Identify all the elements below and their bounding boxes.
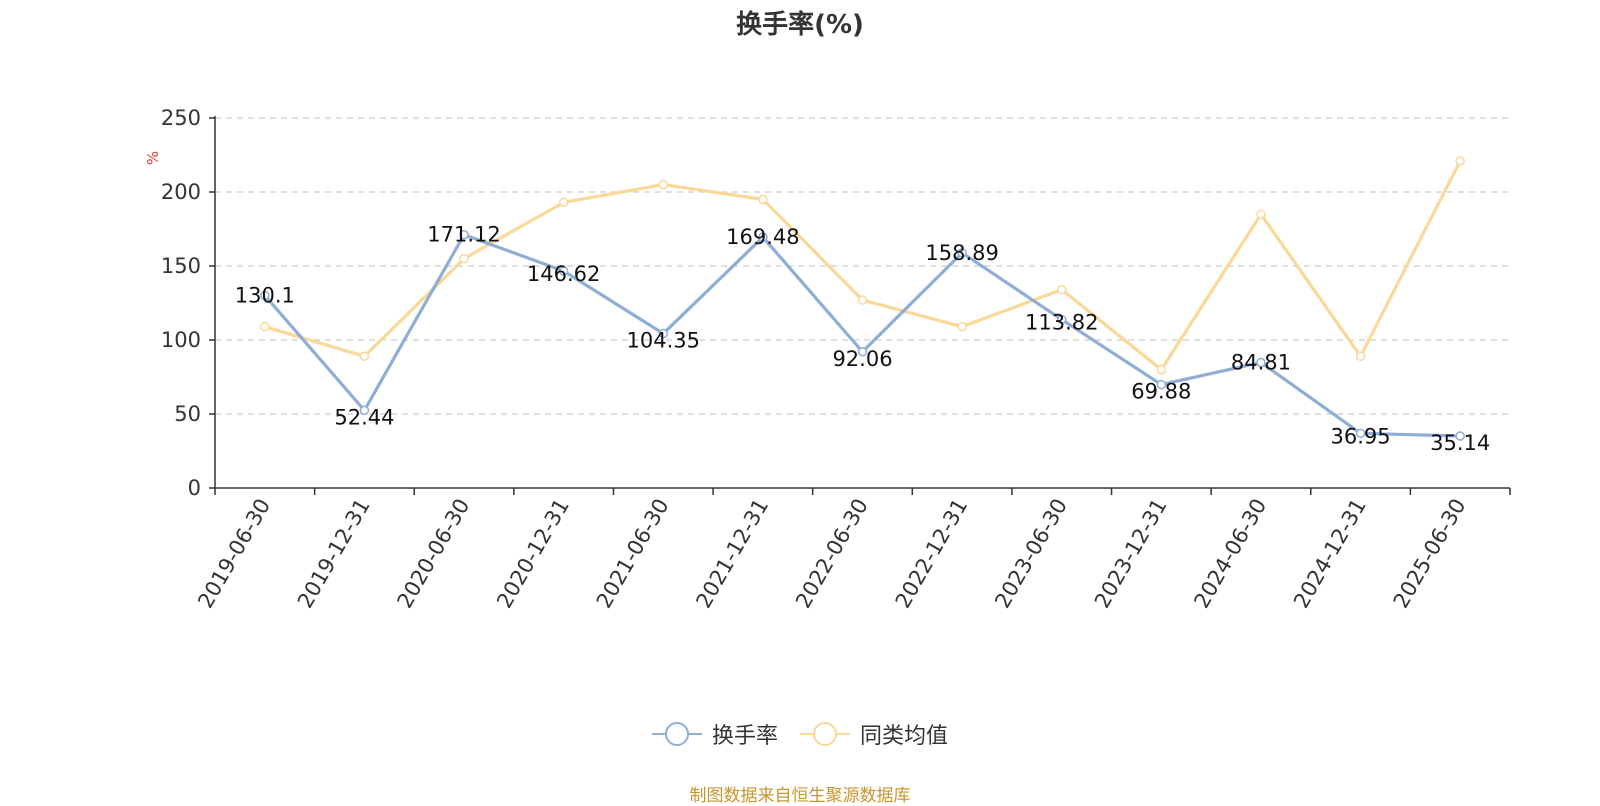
turnover-data-label: 69.88: [1131, 380, 1191, 404]
turnover-point: [1056, 314, 1067, 325]
data-source-note: 制图数据来自恒生聚源数据库: [689, 786, 911, 806]
turnover-data-label: 84.81: [1231, 350, 1291, 374]
peer-average-point: [1156, 364, 1167, 375]
legend-item-peer-average[interactable]: 同类均值: [800, 718, 948, 750]
x-tick-label: 2025-06-30: [1389, 495, 1471, 613]
turnover-point: [1156, 379, 1167, 390]
peer-average-series-line: [264, 160, 1462, 372]
turnover-data-label: 36.95: [1331, 424, 1391, 448]
peer-average-point: [1455, 156, 1465, 166]
legend-peer-average-symbol-icon: [800, 722, 850, 746]
legend-turnover-label: 换手率: [711, 724, 778, 749]
x-tick-label: 2024-12-31: [1289, 495, 1371, 613]
peer-average-point: [857, 295, 868, 305]
turnover-data-label: 146.62: [527, 262, 600, 286]
y-tick-label: 100: [161, 328, 201, 352]
y-tick-label: 50: [174, 402, 201, 426]
peer-average-point: [1355, 351, 1366, 362]
turnover-point: [260, 290, 270, 301]
turnover-data-label: 130.1: [235, 283, 295, 307]
y-tick-label: 0: [188, 476, 201, 500]
turnover-data-label: 35.14: [1430, 431, 1490, 455]
peer-average-point: [459, 253, 469, 264]
turnover-point: [857, 347, 868, 357]
turnover-point: [758, 232, 768, 242]
x-tick-label: 2020-06-30: [393, 495, 475, 613]
x-tick-label: 2022-12-31: [891, 495, 973, 613]
turnover-point: [1455, 431, 1465, 441]
legend-turnover-symbol-icon: [651, 722, 702, 746]
y-tick-label: 250: [161, 106, 201, 130]
x-tick-label: 2021-12-31: [691, 495, 773, 613]
turnover-series-line: [263, 233, 1461, 438]
turnover-point: [459, 229, 469, 240]
x-tick-label: 2021-06-30: [592, 495, 674, 613]
turnover-point: [1355, 428, 1366, 439]
x-tick-label: 2019-06-30: [193, 495, 275, 613]
peer-average-point: [260, 321, 270, 332]
peer-average-point: [658, 179, 669, 190]
x-tick-label: 2019-12-31: [293, 495, 375, 613]
peer-average-point: [957, 321, 967, 332]
x-tick-label: 2020-12-31: [492, 495, 574, 613]
turnover-data-label: 171.12: [427, 223, 500, 247]
turnover-data-label: 92.06: [832, 347, 892, 371]
turnover-data-label: 169.48: [726, 225, 799, 249]
turnover-point: [359, 405, 370, 416]
turnover-data-label: 158.89: [925, 241, 998, 265]
y-axis-label: %: [144, 151, 162, 165]
legend-item-turnover[interactable]: 换手率: [651, 718, 778, 750]
turnover-data-label: 52.44: [334, 405, 394, 429]
y-tick-label: 200: [161, 180, 201, 204]
turnover-point: [558, 266, 569, 276]
x-tick-label: 2023-06-30: [990, 495, 1072, 613]
turnover-data-label: 104.35: [627, 329, 700, 353]
turnover-point: [1256, 357, 1266, 368]
y-tick-label: 150: [161, 254, 201, 278]
turnover-data-label: 113.82: [1025, 311, 1098, 335]
legend-peer-average-label: 同类均值: [860, 724, 949, 749]
peer-average-point: [758, 194, 768, 205]
peer-average-point: [558, 197, 569, 208]
turnover-point: [658, 328, 669, 339]
x-tick-label: 2022-06-30: [791, 495, 873, 613]
peer-average-point: [1056, 284, 1067, 295]
x-tick-label: 2023-12-31: [1090, 495, 1172, 613]
peer-average-point: [359, 351, 370, 362]
turnover-point: [957, 248, 967, 258]
peer-average-point: [1256, 209, 1266, 219]
x-tick-label: 2024-06-30: [1189, 495, 1271, 613]
chart-title: 换手率(%): [736, 10, 864, 40]
chart-legend: 换手率 同类均值: [0, 718, 1600, 750]
